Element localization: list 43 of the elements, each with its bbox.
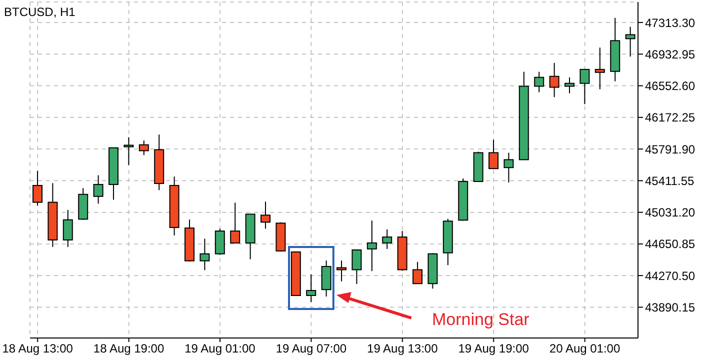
candlestick	[336, 260, 346, 282]
y-tick-label: 45791.90	[645, 142, 696, 156]
candlestick	[32, 170, 42, 206]
candlestick	[306, 274, 316, 303]
x-tick-label: 20 Aug 01:00	[549, 342, 620, 356]
chart-title: BTCUSD, H1	[4, 5, 76, 19]
x-tick-label: 18 Aug 13:00	[2, 342, 74, 356]
annotation: Morning Star	[432, 310, 530, 330]
candlestick	[382, 228, 392, 250]
y-tick-label: 43890.15	[645, 300, 696, 314]
candlestick	[93, 174, 104, 204]
candlestick	[200, 238, 210, 271]
candlestick	[488, 139, 498, 170]
x-tick-label: 19 Aug 19:00	[458, 342, 530, 356]
candlestick	[412, 261, 422, 284]
candlestick	[230, 202, 240, 244]
candlestick	[366, 220, 377, 272]
y-tick-label: 47313.30	[645, 16, 696, 30]
x-tick-label: 18 Aug 19:00	[93, 342, 164, 356]
candlestick	[124, 136, 134, 166]
candlestick	[594, 47, 605, 90]
candlestick	[564, 76, 574, 94]
candlestick	[62, 209, 73, 248]
candlestick	[138, 140, 149, 156]
y-tick-label: 44270.50	[645, 268, 696, 283]
y-tick-label: 46932.95	[645, 47, 696, 62]
candlestick	[534, 71, 544, 93]
y-tick-label: 46172.25	[645, 110, 696, 125]
y-tick-label: 45031.20	[645, 206, 696, 220]
candlestick	[214, 228, 225, 256]
candlestick	[352, 248, 362, 285]
y-tick-label: 44650.85	[645, 237, 696, 252]
x-tick-label: 19 Aug 13:00	[367, 342, 438, 356]
y-tick-label: 46552.60	[645, 79, 696, 94]
candlestick	[321, 260, 332, 297]
x-tick-label: 19 Aug 07:00	[276, 342, 347, 356]
x-tick-label: 19 Aug 01:00	[184, 342, 256, 356]
candlestick	[504, 152, 514, 183]
candlestick	[625, 26, 636, 58]
candlestick	[549, 62, 560, 98]
y-tick-label: 45411.55	[645, 174, 694, 188]
candlestick	[580, 68, 590, 105]
candlestick	[260, 201, 270, 230]
